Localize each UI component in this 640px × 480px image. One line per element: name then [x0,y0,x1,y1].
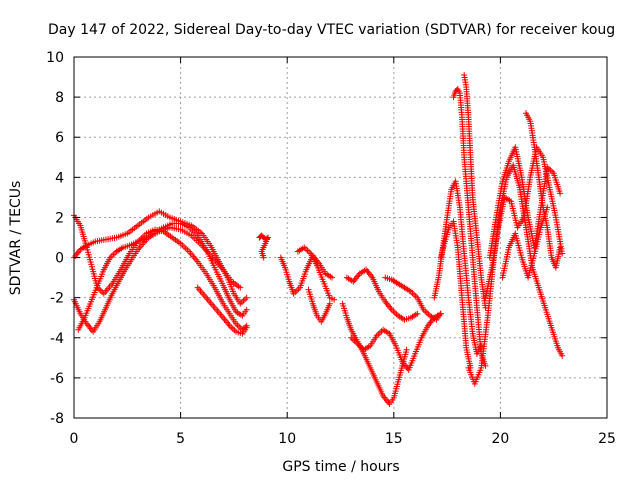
data-point [243,294,250,301]
data-point [403,346,410,353]
series-arc-14 [431,178,485,357]
y-tick-label: -8 [50,411,64,427]
y-tick-label: 8 [55,90,64,106]
x-axis-label: GPS time / hours [282,459,399,475]
data-point [260,254,267,261]
series-arc-16 [450,86,489,369]
x-tick-label: 0 [70,431,79,447]
marks-layer [71,72,566,407]
x-tick-label: 15 [385,431,403,447]
y-tick-label: 2 [55,210,64,226]
data-point [331,296,338,303]
series-arc-8 [294,244,338,303]
series-arc-19 [482,144,566,301]
series-arc-12 [343,266,421,323]
grid-layer [74,57,607,418]
y-tick-label: -4 [50,331,64,347]
series-arc-21 [522,110,564,271]
y-tick-label: -6 [50,371,64,387]
series-arc-10 [339,300,410,407]
plot-frame [73,56,608,419]
data-point [243,324,250,331]
data-point [559,352,566,359]
x-tick-label: 5 [176,431,185,447]
chart-title: Day 147 of 2022, Sidereal Day-to-day VTE… [48,22,615,38]
data-point [557,244,564,251]
x-tick-label: 25 [598,431,616,447]
data-point [414,310,421,317]
x-tick-label: 10 [278,431,296,447]
y-tick-label: 10 [46,50,64,66]
y-tick-label: -2 [50,291,64,307]
series-arc-22 [499,204,551,281]
series-arc-13 [382,274,444,323]
axes-layer: -8 -6 -4 -2 0 2 4 6 8 10 0 5 10 15 20 25 [46,50,616,447]
y-tick-label: 0 [55,251,64,267]
y-axis-label: SDTVAR / TECUs [8,181,24,296]
data-point [544,204,551,211]
series-arc-15 [437,218,474,371]
series-arc-7 [277,252,335,297]
y-tick-label: 6 [55,130,64,146]
x-tick-label: 20 [491,431,509,447]
series-arc-4 [75,224,244,333]
data-point [243,306,250,313]
series-arc-11 [348,310,444,373]
series-arc-6 [256,232,272,261]
series-arc-5 [194,284,250,337]
series-arc-9 [305,286,333,325]
data-point [437,310,444,317]
y-tick-label: 4 [55,170,64,186]
data-point [326,300,333,307]
series-arc-17 [461,72,489,311]
data-point [328,274,335,281]
data-point [559,250,566,257]
data-point [237,284,244,291]
data-point [557,190,564,197]
